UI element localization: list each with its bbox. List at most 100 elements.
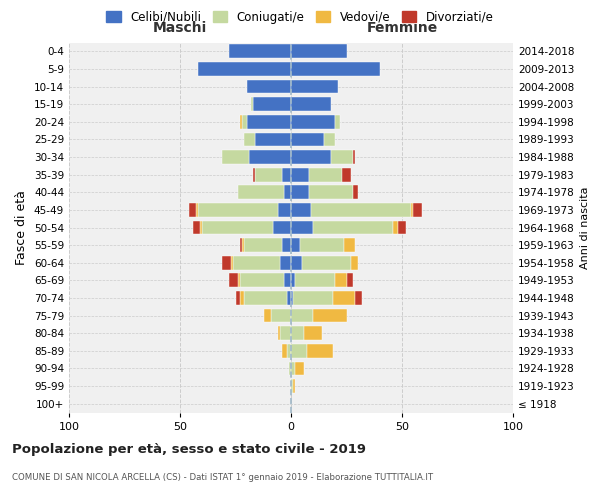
- Bar: [240, 291, 244, 305]
- Bar: [307, 344, 333, 358]
- Bar: [200, 220, 202, 234]
- Bar: [280, 326, 291, 340]
- Bar: [300, 238, 344, 252]
- Bar: [282, 168, 291, 181]
- Bar: [240, 274, 284, 287]
- Bar: [287, 344, 291, 358]
- Bar: [325, 132, 335, 146]
- Bar: [247, 115, 291, 128]
- Bar: [291, 168, 309, 181]
- Bar: [222, 256, 231, 270]
- Bar: [291, 62, 380, 76]
- Bar: [313, 308, 347, 322]
- Bar: [233, 256, 280, 270]
- Bar: [244, 132, 256, 146]
- Bar: [304, 326, 322, 340]
- Bar: [291, 362, 295, 376]
- Text: Popolazione per età, sesso e stato civile - 2019: Popolazione per età, sesso e stato civil…: [12, 442, 366, 456]
- Bar: [302, 256, 351, 270]
- Bar: [284, 274, 291, 287]
- Bar: [231, 256, 233, 270]
- Bar: [291, 186, 309, 199]
- Bar: [291, 44, 347, 58]
- Bar: [278, 326, 280, 340]
- Bar: [313, 220, 393, 234]
- Bar: [238, 186, 284, 199]
- Bar: [309, 186, 353, 199]
- Bar: [333, 291, 355, 305]
- Bar: [282, 344, 287, 358]
- Bar: [291, 344, 307, 358]
- Bar: [335, 274, 347, 287]
- Text: COMUNE DI SAN NICOLA ARCELLA (CS) - Dati ISTAT 1° gennaio 2019 - Elaborazione TU: COMUNE DI SAN NICOLA ARCELLA (CS) - Dati…: [12, 472, 433, 482]
- Bar: [351, 256, 358, 270]
- Text: Maschi: Maschi: [153, 21, 207, 35]
- Y-axis label: Fasce di età: Fasce di età: [16, 190, 28, 265]
- Bar: [291, 98, 331, 111]
- Bar: [202, 220, 273, 234]
- Bar: [229, 44, 291, 58]
- Bar: [291, 220, 313, 234]
- Bar: [291, 203, 311, 217]
- Bar: [413, 203, 422, 217]
- Bar: [242, 115, 247, 128]
- Bar: [235, 291, 240, 305]
- Bar: [256, 168, 282, 181]
- Bar: [238, 274, 240, 287]
- Bar: [293, 379, 295, 393]
- Bar: [291, 80, 338, 94]
- Bar: [273, 220, 291, 234]
- Bar: [271, 308, 291, 322]
- Bar: [291, 132, 325, 146]
- Bar: [247, 80, 291, 94]
- Bar: [295, 274, 335, 287]
- Bar: [198, 203, 278, 217]
- Bar: [193, 220, 200, 234]
- Bar: [198, 62, 291, 76]
- Bar: [280, 256, 291, 270]
- Bar: [347, 274, 353, 287]
- Bar: [196, 203, 198, 217]
- Bar: [291, 379, 293, 393]
- Bar: [251, 98, 253, 111]
- Bar: [229, 274, 238, 287]
- Bar: [253, 98, 291, 111]
- Bar: [291, 115, 335, 128]
- Bar: [353, 186, 358, 199]
- Bar: [291, 291, 293, 305]
- Bar: [411, 203, 413, 217]
- Bar: [291, 326, 304, 340]
- Bar: [240, 115, 242, 128]
- Bar: [222, 150, 249, 164]
- Bar: [189, 203, 196, 217]
- Bar: [291, 256, 302, 270]
- Bar: [291, 308, 313, 322]
- Y-axis label: Anni di nascita: Anni di nascita: [580, 186, 590, 269]
- Bar: [342, 168, 351, 181]
- Bar: [287, 291, 291, 305]
- Bar: [282, 238, 291, 252]
- Bar: [311, 203, 411, 217]
- Bar: [244, 238, 282, 252]
- Bar: [278, 203, 291, 217]
- Bar: [249, 150, 291, 164]
- Bar: [398, 220, 406, 234]
- Bar: [295, 362, 304, 376]
- Bar: [309, 168, 342, 181]
- Text: Femmine: Femmine: [367, 21, 437, 35]
- Legend: Celibi/Nubili, Coniugati/e, Vedovi/e, Divorziati/e: Celibi/Nubili, Coniugati/e, Vedovi/e, Di…: [101, 6, 499, 28]
- Bar: [291, 150, 331, 164]
- Bar: [289, 362, 291, 376]
- Bar: [355, 291, 362, 305]
- Bar: [335, 115, 340, 128]
- Bar: [344, 238, 355, 252]
- Bar: [353, 150, 355, 164]
- Bar: [393, 220, 398, 234]
- Bar: [291, 238, 300, 252]
- Bar: [291, 274, 295, 287]
- Bar: [242, 238, 244, 252]
- Bar: [331, 150, 353, 164]
- Bar: [256, 132, 291, 146]
- Bar: [293, 291, 333, 305]
- Bar: [284, 186, 291, 199]
